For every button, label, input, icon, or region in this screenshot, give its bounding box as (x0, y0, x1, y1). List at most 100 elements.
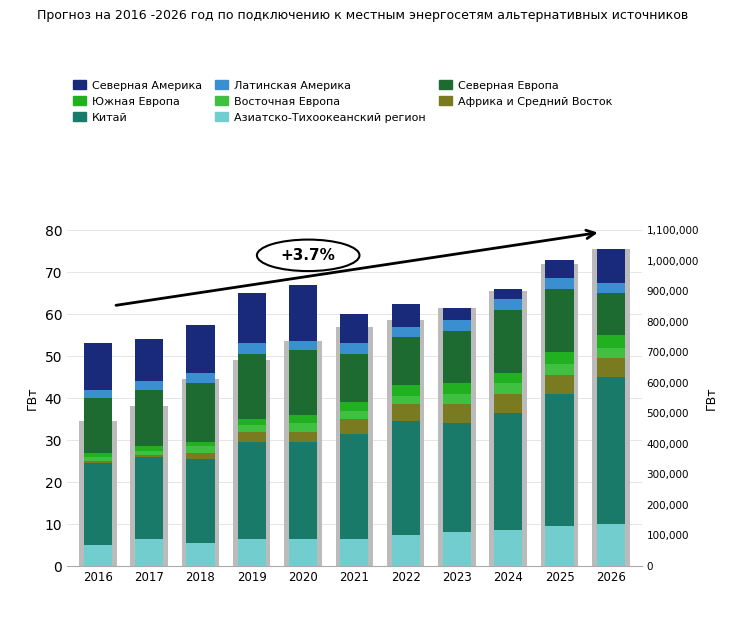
Bar (186, 373, 215, 383)
Bar (494, 413, 522, 531)
Bar (84, 461, 112, 463)
Bar (186, 442, 215, 447)
Bar (443, 331, 471, 383)
Bar (545, 375, 574, 394)
Bar (494, 394, 522, 413)
Bar (238, 419, 266, 425)
Bar (545, 279, 574, 289)
Bar (84, 343, 112, 389)
Bar (289, 442, 317, 539)
Bar (238, 432, 266, 442)
Bar (340, 419, 369, 434)
Bar (545, 526, 574, 566)
Bar (392, 534, 420, 566)
Bar (443, 320, 471, 331)
Bar (135, 381, 163, 389)
Bar (340, 411, 369, 419)
Bar (182, 379, 219, 566)
Bar (289, 432, 317, 442)
Bar (340, 354, 369, 402)
Bar (340, 343, 369, 354)
Bar (392, 337, 420, 386)
Bar (289, 341, 317, 350)
Bar (340, 402, 369, 411)
Bar (597, 377, 625, 524)
Bar (545, 364, 574, 375)
Bar (443, 424, 471, 532)
Bar (392, 421, 420, 534)
Bar (135, 539, 163, 566)
Bar (340, 434, 369, 539)
Bar (597, 348, 625, 358)
Legend: Северная Америка, Южная Европа, Китай, Латинская Америка, Восточная Европа, Азиа: Северная Америка, Южная Европа, Китай, Л… (72, 80, 612, 123)
Bar (443, 394, 471, 404)
Bar (186, 383, 215, 442)
Bar (186, 325, 215, 373)
Bar (443, 404, 471, 424)
Bar (387, 320, 424, 566)
Bar (79, 421, 116, 566)
Bar (545, 394, 574, 526)
Bar (545, 352, 574, 364)
Bar (284, 341, 322, 566)
Bar (340, 539, 369, 566)
Bar (84, 453, 112, 457)
Bar (84, 457, 112, 461)
Bar (494, 299, 522, 310)
Bar (186, 459, 215, 543)
Bar (135, 447, 163, 450)
Bar (186, 447, 215, 453)
Bar (592, 249, 630, 566)
Bar (340, 314, 369, 343)
Bar (84, 463, 112, 545)
Bar (131, 407, 168, 566)
Y-axis label: ГВт: ГВт (704, 386, 718, 410)
Bar (238, 442, 266, 539)
Bar (443, 383, 471, 394)
Bar (545, 259, 574, 279)
Bar (289, 350, 317, 415)
Bar (494, 289, 522, 299)
Bar (84, 398, 112, 453)
Text: +3.7%: +3.7% (280, 248, 336, 263)
Bar (238, 354, 266, 419)
Bar (541, 264, 578, 566)
Bar (336, 327, 373, 566)
Bar (289, 415, 317, 424)
Bar (489, 291, 527, 566)
Bar (392, 396, 420, 404)
Bar (392, 386, 420, 396)
Bar (238, 293, 266, 343)
Text: Прогноз на 2016 -2026 год по подключению к местным энергосетям альтернативных ис: Прогноз на 2016 -2026 год по подключению… (37, 9, 689, 22)
Bar (84, 389, 112, 398)
Bar (494, 531, 522, 566)
Bar (84, 545, 112, 566)
Bar (392, 404, 420, 421)
Bar (597, 293, 625, 335)
Bar (135, 450, 163, 455)
Bar (135, 340, 163, 381)
Bar (494, 310, 522, 373)
Bar (597, 249, 625, 282)
Bar (186, 543, 215, 566)
Bar (135, 455, 163, 457)
Bar (438, 308, 476, 566)
Bar (597, 335, 625, 348)
Bar (494, 383, 522, 394)
Bar (545, 289, 574, 352)
Bar (233, 360, 271, 566)
Bar (443, 308, 471, 320)
Bar (289, 539, 317, 566)
Y-axis label: ГВт: ГВт (26, 386, 39, 410)
Bar (289, 424, 317, 432)
Bar (238, 539, 266, 566)
Ellipse shape (257, 239, 360, 271)
Bar (289, 285, 317, 341)
Bar (597, 282, 625, 293)
Bar (238, 425, 266, 432)
Bar (135, 389, 163, 447)
Bar (186, 453, 215, 459)
Bar (597, 524, 625, 566)
Bar (392, 327, 420, 337)
Bar (392, 304, 420, 327)
